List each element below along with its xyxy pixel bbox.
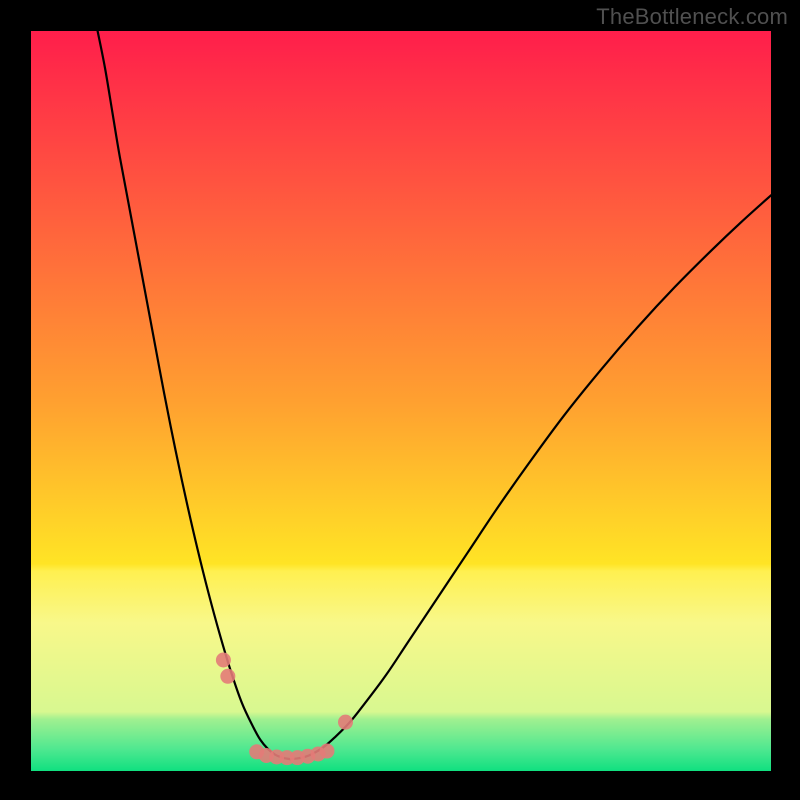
marker-point xyxy=(338,715,353,730)
marker-point xyxy=(220,669,235,684)
chart-svg xyxy=(0,0,800,800)
marker-group xyxy=(216,653,353,766)
curve-group xyxy=(98,31,771,759)
curve-left-branch xyxy=(98,31,290,759)
curve-right-branch xyxy=(290,195,771,759)
marker-point xyxy=(320,744,335,759)
marker-point xyxy=(216,653,231,668)
